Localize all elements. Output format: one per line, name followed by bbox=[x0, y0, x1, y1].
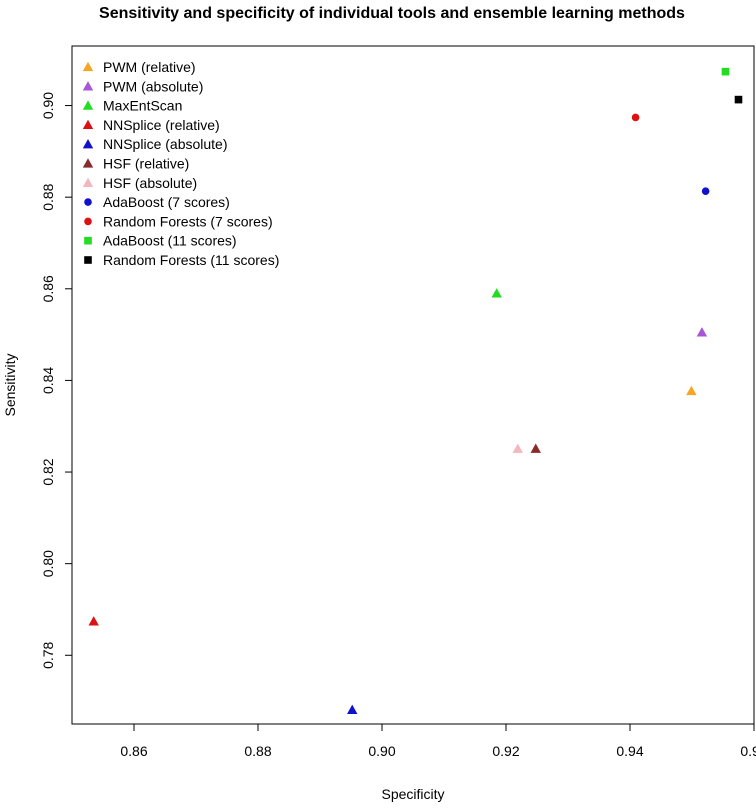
chart-title: Sensitivity and specificity of individua… bbox=[99, 5, 685, 22]
legend-label-4: NNSplice (absolute) bbox=[103, 136, 228, 152]
legend-marker-6 bbox=[82, 177, 94, 187]
data-point-7 bbox=[701, 187, 710, 196]
x-tick-label-2: 0.90 bbox=[368, 743, 395, 759]
plot-frame bbox=[71, 45, 755, 725]
legend-label-10: Random Forests (11 scores) bbox=[103, 252, 279, 268]
legend-marker-3 bbox=[82, 119, 94, 130]
x-tick-label-0: 0.86 bbox=[120, 743, 147, 759]
data-point-9 bbox=[721, 67, 730, 76]
y-tick-label-6: 0.90 bbox=[40, 92, 56, 119]
x-tick-label-4: 0.94 bbox=[616, 743, 643, 759]
legend-label-2: MaxEntScan bbox=[103, 98, 182, 114]
legend-label-9: AdaBoost (11 scores) bbox=[103, 233, 237, 249]
y-tick-label-3: 0.84 bbox=[40, 367, 56, 394]
data-point-5 bbox=[530, 443, 541, 453]
data-point-3 bbox=[88, 616, 99, 626]
legend-label-6: HSF (absolute) bbox=[103, 175, 197, 191]
legend-marker-8 bbox=[84, 217, 92, 226]
data-point-1 bbox=[696, 327, 708, 337]
legend-marker-4 bbox=[82, 139, 94, 149]
data-point-10 bbox=[734, 95, 743, 104]
data-point-0 bbox=[686, 385, 697, 396]
y-tick-label-4: 0.86 bbox=[40, 275, 56, 302]
legend-marker-9 bbox=[84, 236, 92, 245]
legend-label-3: NNSplice (relative) bbox=[103, 117, 220, 133]
legend-marker-0 bbox=[82, 61, 94, 72]
y-tick-label-5: 0.88 bbox=[40, 183, 56, 210]
legend-label-8: Random Forests (7 scores) bbox=[103, 213, 273, 229]
legend-label-0: PWM (relative) bbox=[103, 59, 196, 75]
data-point-2 bbox=[491, 288, 502, 298]
data-point-8 bbox=[631, 113, 640, 122]
y-tick-label-1: 0.80 bbox=[40, 550, 56, 577]
legend-marker-2 bbox=[82, 100, 94, 110]
legend: PWM (relative) PWM (absolute) MaxEntScan NN… bbox=[82, 59, 279, 268]
legend-label-5: HSF (relative) bbox=[103, 156, 189, 172]
data-point-6 bbox=[512, 443, 523, 453]
y-tick-label-2: 0.82 bbox=[40, 458, 56, 485]
x-tick-label-3: 0.92 bbox=[492, 743, 519, 759]
y-axis: 0.78 0.80 0.82 0.84 0.86 0.88 0.90 bbox=[40, 92, 72, 669]
legend-marker-10 bbox=[84, 256, 92, 264]
y-axis-label: Sensitivity bbox=[2, 353, 18, 416]
legend-label-1: PWM (absolute) bbox=[103, 78, 203, 94]
legend-marker-5 bbox=[82, 158, 94, 168]
x-tick-label-5: 0.96 bbox=[740, 743, 756, 759]
data-point-4 bbox=[347, 704, 358, 714]
data-points bbox=[88, 67, 743, 714]
legend-label-7: AdaBoost (7 scores) bbox=[103, 194, 230, 210]
y-tick-label-0: 0.78 bbox=[40, 641, 56, 668]
legend-marker-7 bbox=[84, 198, 92, 206]
x-tick-label-1: 0.88 bbox=[244, 743, 271, 759]
x-axis: 0.86 0.88 0.90 0.92 0.94 0.96 bbox=[120, 724, 756, 759]
legend-marker-1 bbox=[82, 81, 94, 91]
x-axis-label: Specificity bbox=[381, 786, 444, 802]
